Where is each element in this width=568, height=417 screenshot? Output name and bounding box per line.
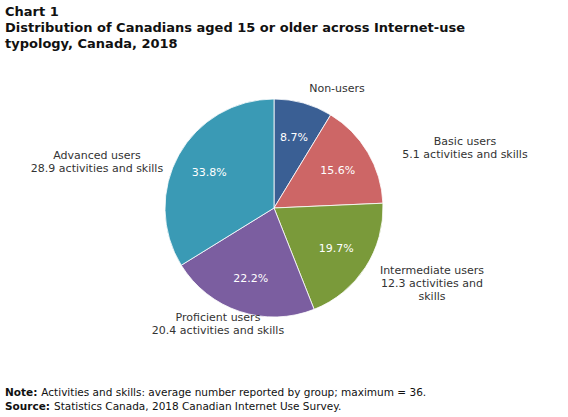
category-label: Non-users	[287, 82, 387, 95]
data-label: 15.6%	[320, 164, 355, 177]
footnote-label: Note:	[5, 386, 37, 398]
footnote-text: Statistics Canada, 2018 Canadian Interne…	[54, 400, 341, 412]
category-note: 5.1 activities and skills	[395, 148, 535, 161]
category-label-group: Intermediate users12.3 activities and sk…	[372, 264, 492, 303]
category-label: Basic users	[395, 135, 535, 148]
data-label: 22.2%	[233, 272, 268, 285]
pie-slice	[274, 115, 383, 208]
category-label-group: Basic users5.1 activities and skills	[395, 135, 535, 161]
chart-root: Chart 1Distribution of Canadians aged 15…	[0, 0, 568, 417]
category-label: Advanced users	[22, 149, 172, 162]
category-label-group: Advanced users28.9 activities and skills	[22, 149, 172, 175]
footnote-text: Activities and skills: average number re…	[41, 386, 426, 398]
data-label: 33.8%	[192, 166, 227, 179]
category-note: 28.9 activities and skills	[22, 162, 172, 175]
footnote: Source: Statistics Canada, 2018 Canadian …	[5, 399, 341, 413]
footnote-label: Source:	[5, 400, 50, 412]
data-label: 19.7%	[319, 242, 354, 255]
category-note: 20.4 activities and skills	[143, 324, 293, 337]
subtitle: Distribution of Canadians aged 15 or old…	[5, 20, 537, 52]
category-label-group: Proficient users20.4 activities and skil…	[143, 311, 293, 337]
pie-canvas: 8.7% 15.6% 19.7% 22.2% 33.8%	[0, 0, 568, 417]
slices	[165, 99, 383, 317]
title: Chart 1	[5, 4, 550, 20]
footnote: Note: Activities and skills: average numb…	[5, 385, 426, 399]
category-label-group: Non-users	[287, 82, 387, 95]
category-note: 12.3 activities and skills	[372, 277, 492, 303]
data-label: 8.7%	[280, 131, 308, 144]
category-label: Intermediate users	[372, 264, 492, 277]
category-label: Proficient users	[143, 311, 293, 324]
pie-slice	[165, 99, 274, 265]
